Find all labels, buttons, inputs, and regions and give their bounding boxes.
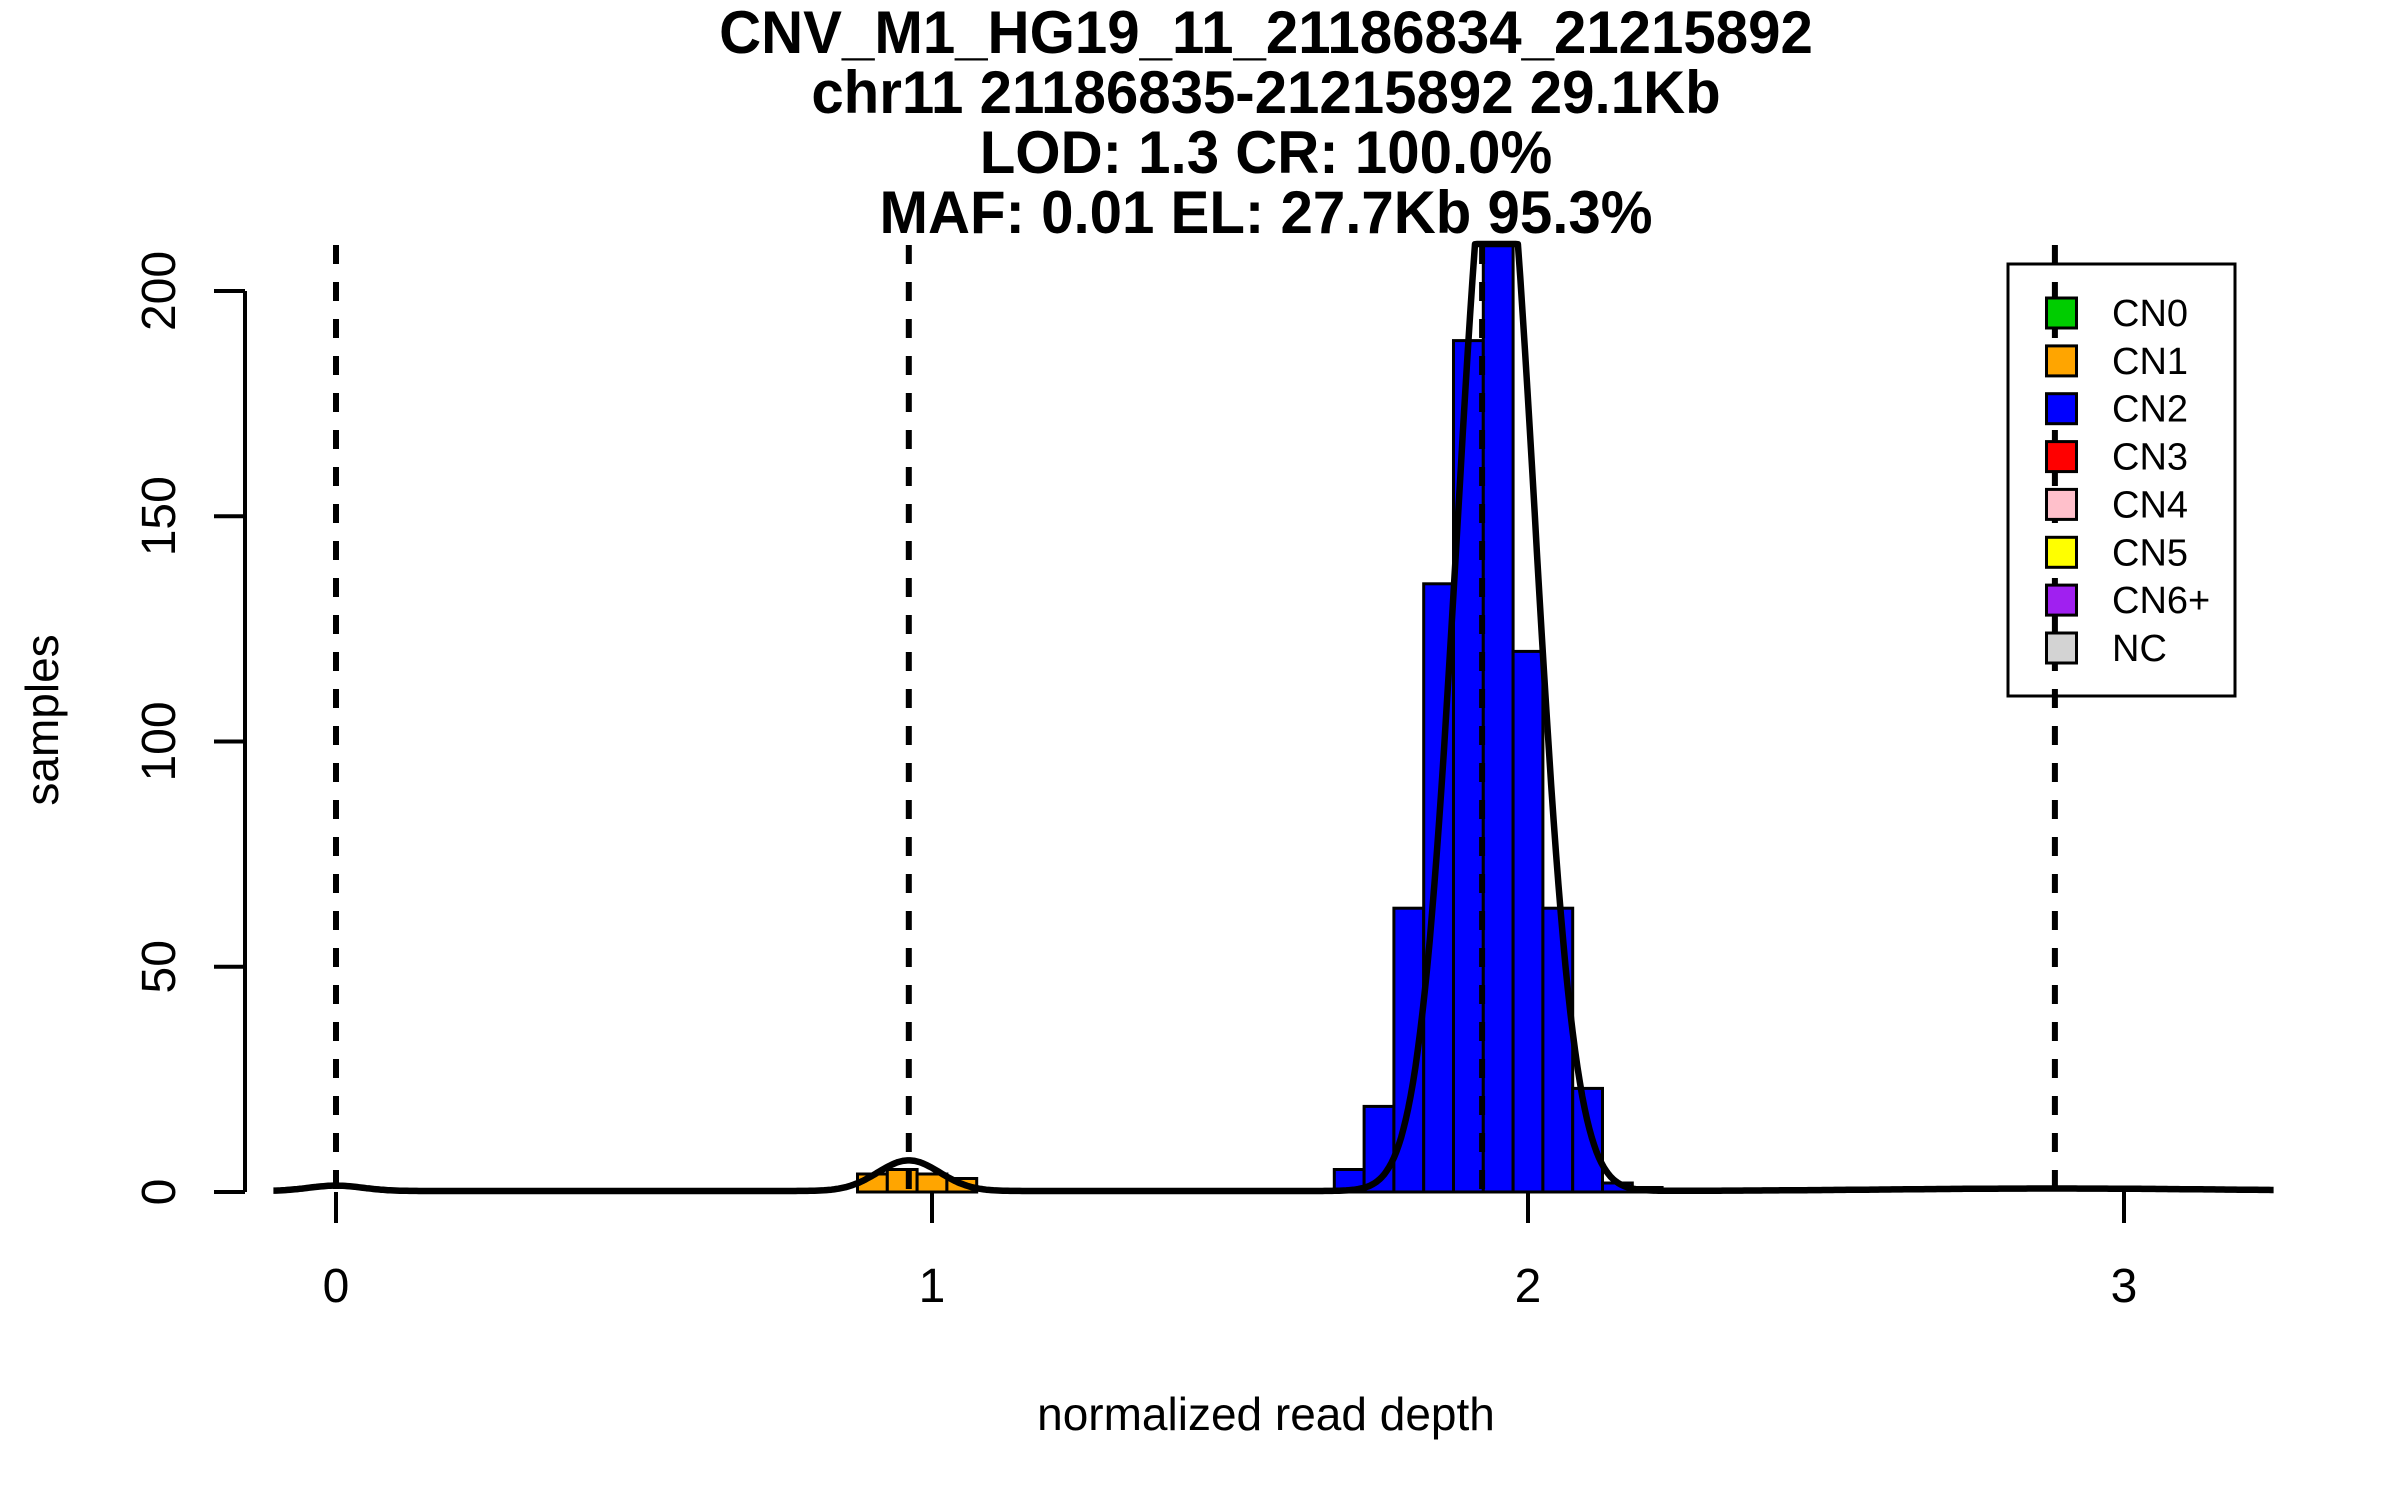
y-tick-label: 50 (133, 940, 186, 993)
histogram-bar (1481, 243, 1515, 1194)
legend-label: CN6+ (2112, 580, 2210, 622)
legend-item-nc: NC (2045, 628, 2167, 670)
legend-label: CN3 (2112, 437, 2188, 479)
legend-key-swatch (2045, 631, 2078, 665)
legend-key-swatch (2045, 392, 2078, 426)
y-tick-label: 150 (133, 476, 186, 556)
legend-item-cn4: CN4 (2045, 484, 2188, 526)
legend-item-cn0: CN0 (2045, 293, 2188, 335)
legend-item-cn6plus: CN6+ (2045, 580, 2210, 622)
legend-key-swatch (2045, 344, 2078, 378)
y-tick-label: 200 (133, 251, 186, 331)
legend-key-swatch (2045, 487, 2078, 521)
histogram-bar (1541, 906, 1575, 1194)
legend-key-swatch (2045, 535, 2078, 569)
histogram-cn2 (1332, 243, 1664, 1194)
title-line-2: chr11 21186835-21215892 29.1Kb (811, 59, 1721, 126)
y-axis-title: samples (16, 634, 68, 805)
legend-label: CN2 (2112, 389, 2188, 431)
legend-item-cn2: CN2 (2045, 389, 2188, 431)
legend-key-swatch (2045, 296, 2078, 330)
legend-item-cn5: CN5 (2045, 532, 2188, 574)
y-tick-label: 0 (133, 1179, 186, 1206)
density-curve (272, 240, 2275, 1195)
histogram-bar (1511, 649, 1545, 1194)
cn-mean-dashed-lines (333, 245, 2058, 1192)
legend-key-swatch (2045, 440, 2078, 474)
x-tick-label: 3 (2111, 1260, 2138, 1313)
title-line-4: MAF: 0.01 EL: 27.7Kb 95.3% (879, 179, 1653, 246)
legend-label: CN0 (2112, 293, 2188, 335)
title-line-3: LOD: 1.3 CR: 100.0% (979, 119, 1553, 186)
title-line-1: CNV_M1_HG19_11_21186834_21215892 (719, 0, 1813, 66)
legend-key-swatch (2045, 583, 2078, 617)
legend-label: NC (2112, 628, 2167, 670)
x-tick-label: 1 (919, 1260, 946, 1313)
histogram-bar (885, 1168, 919, 1194)
x-axis: 0 1 2 3 normalized read depth (323, 1192, 2138, 1440)
y-tick-label: 100 (133, 701, 186, 781)
x-axis-title: normalized read depth (1037, 1388, 1495, 1440)
legend-label: CN5 (2112, 532, 2188, 574)
x-tick-label: 0 (323, 1260, 350, 1313)
legend-item-cn3: CN3 (2045, 437, 2188, 479)
legend: CN0 CN1 CN2 CN3 CN4 CN5 CN6+ NC (2006, 262, 2237, 698)
legend-item-cn1: CN1 (2045, 341, 2188, 383)
legend-box (2006, 262, 2237, 698)
legend-label: CN1 (2112, 341, 2188, 383)
y-axis: 0 50 100 150 200 samples (16, 251, 247, 1206)
legend-label: CN4 (2112, 484, 2188, 526)
histogram-bar (1571, 1086, 1604, 1194)
x-tick-label: 2 (1515, 1260, 1542, 1313)
